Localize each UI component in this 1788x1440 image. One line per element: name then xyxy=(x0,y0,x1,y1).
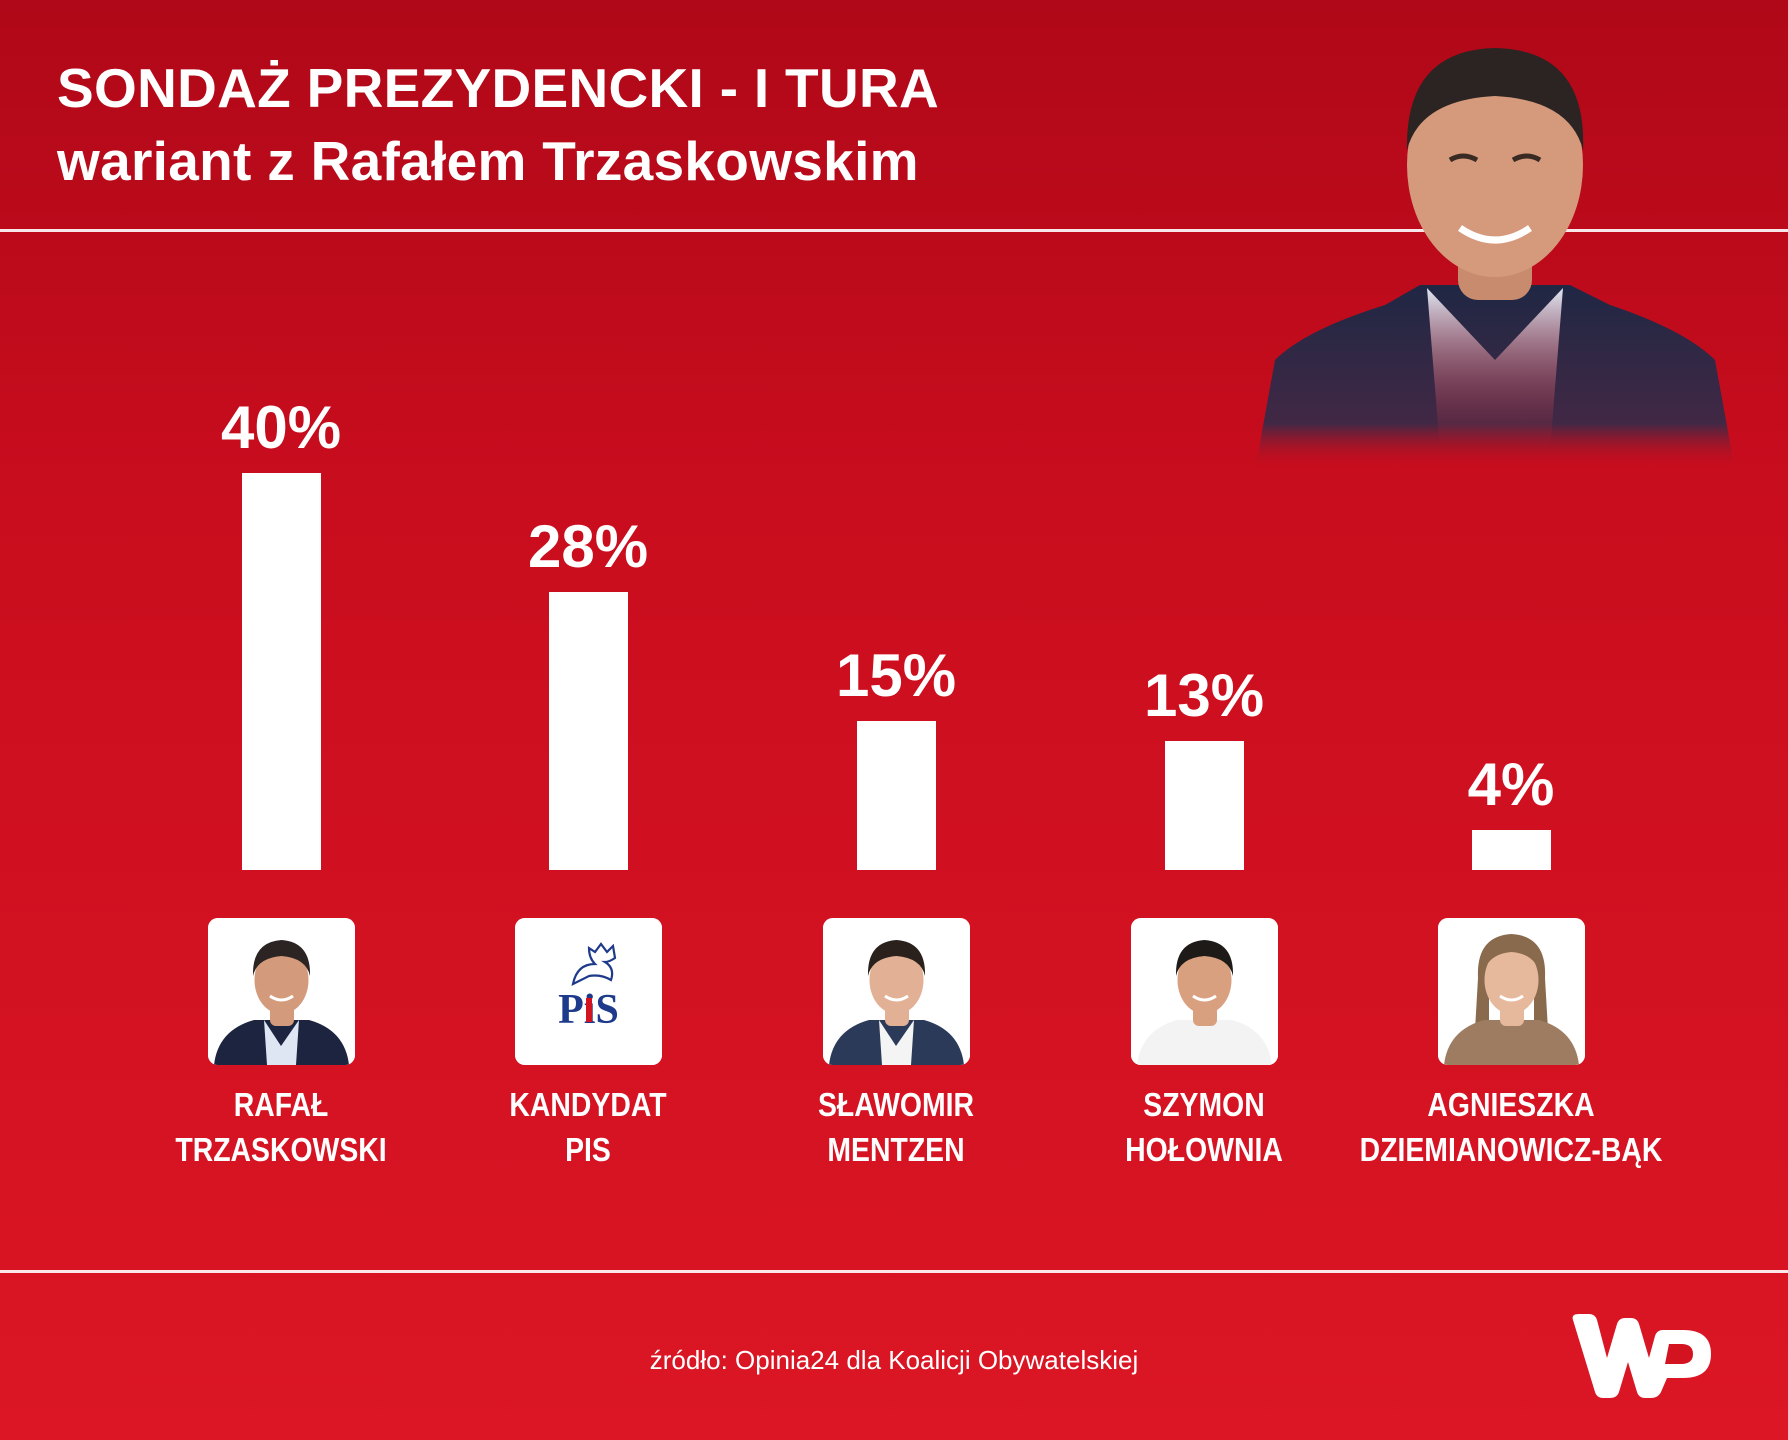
bar-value-label: 28% xyxy=(527,513,649,581)
candidate-name: SZYMON HOŁOWNIA xyxy=(1049,1082,1359,1172)
chart-title: SONDAŻ PREZYDENCKI - I TURA wariant z Ra… xyxy=(57,52,939,198)
bar xyxy=(1164,740,1244,870)
trzaskowski-photo xyxy=(207,918,355,1065)
source-note: źródło: Opinia24 dla Koalicji Obywatelsk… xyxy=(649,1345,1139,1375)
candidate-name: KANDYDAT PIS xyxy=(433,1082,743,1172)
candidate-name-line: DZIEMIANOWICZ-BĄK xyxy=(1359,1131,1663,1168)
holownia-photo xyxy=(1130,918,1278,1065)
candidate-name-line: KANDYDAT xyxy=(509,1086,667,1123)
wp-logo xyxy=(1572,1314,1711,1398)
hero-portrait xyxy=(1255,48,1735,470)
candidate-name-line: MENTZEN xyxy=(827,1131,965,1168)
bar-value-label: 13% xyxy=(1143,661,1265,729)
bar xyxy=(548,592,628,870)
bar xyxy=(241,473,321,870)
candidate-name-line: PIS xyxy=(565,1131,611,1168)
bar-value-label: 40% xyxy=(220,394,342,461)
pis-logo: PiS xyxy=(514,918,662,1065)
candidate-name-line: RAFAŁ xyxy=(233,1086,329,1123)
candidate-name-line: SZYMON xyxy=(1143,1086,1265,1123)
candidate-name: RAFAŁ TRZASKOWSKI xyxy=(126,1082,436,1172)
dziemianowicz-bak-photo xyxy=(1437,918,1585,1065)
bar-value-label: 4% xyxy=(1467,751,1555,819)
bar-chart: 40% RAFAŁ TRZASKOWSKI 28% PiS KANDYDAT PIS 15% S… xyxy=(126,394,1666,1172)
candidate-name: SŁAWOMIR MENTZEN xyxy=(741,1082,1051,1172)
candidate-name-line: SŁAWOMIR xyxy=(817,1086,975,1123)
header-divider xyxy=(0,229,1788,232)
footer-divider xyxy=(0,1270,1788,1273)
candidate-name-line: TRZASKOWSKI xyxy=(175,1131,387,1168)
bar xyxy=(856,721,936,870)
title-line-2: wariant z Rafałem Trzaskowskim xyxy=(57,130,919,192)
candidate-name: AGNIESZKA DZIEMIANOWICZ-BĄK xyxy=(1356,1082,1666,1172)
mentzen-photo xyxy=(822,918,970,1065)
title-line-1: SONDAŻ PREZYDENCKI - I TURA xyxy=(57,57,940,119)
candidate-name-line: AGNIESZKA xyxy=(1427,1086,1595,1123)
bar-value-label: 15% xyxy=(835,642,957,710)
bar xyxy=(1471,830,1551,870)
candidate-name-line: HOŁOWNIA xyxy=(1125,1131,1283,1168)
